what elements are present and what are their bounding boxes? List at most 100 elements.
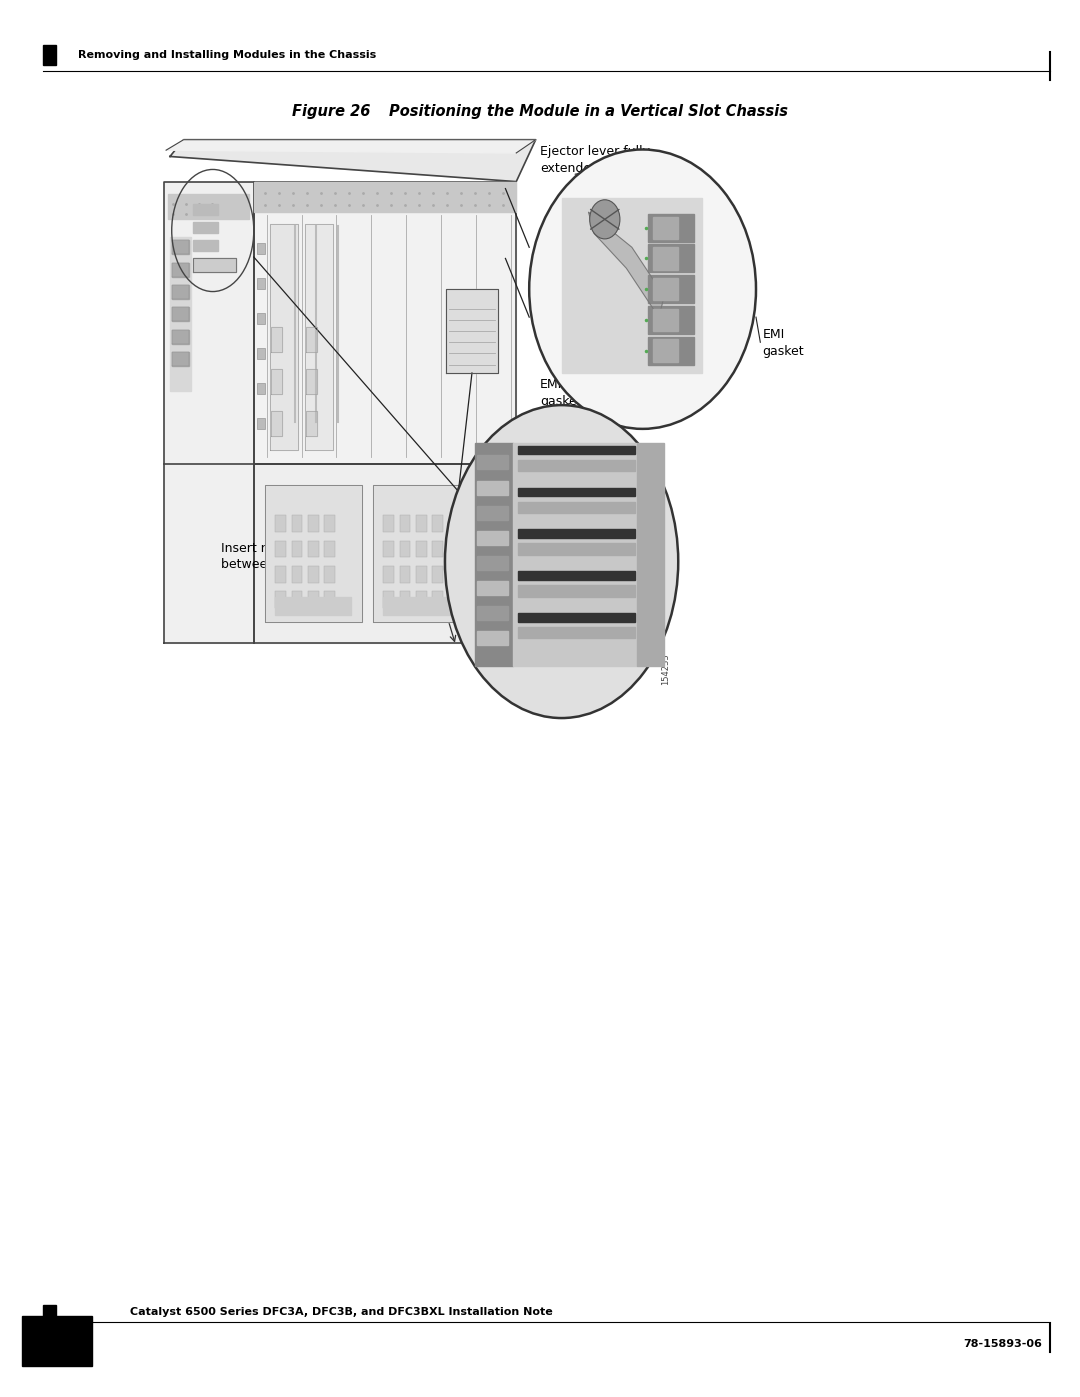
- Text: Insert module: Insert module: [221, 542, 308, 555]
- Bar: [383, 515, 394, 532]
- Polygon shape: [653, 339, 678, 362]
- Bar: [292, 515, 302, 532]
- Polygon shape: [518, 613, 635, 622]
- Polygon shape: [518, 502, 635, 513]
- Text: 38: 38: [46, 1334, 67, 1348]
- Bar: [432, 541, 443, 557]
- Polygon shape: [446, 289, 498, 373]
- Polygon shape: [306, 411, 316, 436]
- Bar: [400, 566, 410, 583]
- Bar: [275, 541, 286, 557]
- Polygon shape: [271, 369, 282, 394]
- Bar: [22, 1316, 92, 1366]
- Polygon shape: [648, 244, 694, 272]
- Polygon shape: [477, 631, 508, 645]
- Polygon shape: [518, 571, 635, 580]
- Text: extended: extended: [540, 162, 599, 175]
- Polygon shape: [306, 369, 316, 394]
- Polygon shape: [477, 455, 508, 469]
- Polygon shape: [271, 411, 282, 436]
- Polygon shape: [170, 140, 536, 182]
- Bar: [292, 541, 302, 557]
- Polygon shape: [172, 285, 189, 299]
- Bar: [308, 515, 319, 532]
- Text: Figure 26: Figure 26: [292, 105, 370, 119]
- Text: 154233: 154233: [661, 652, 670, 685]
- Bar: [400, 515, 410, 532]
- Polygon shape: [275, 597, 351, 615]
- Bar: [324, 515, 335, 532]
- Polygon shape: [518, 529, 635, 538]
- Polygon shape: [166, 140, 536, 154]
- Bar: [324, 591, 335, 608]
- Polygon shape: [653, 217, 678, 239]
- Polygon shape: [193, 204, 218, 215]
- Bar: [416, 591, 427, 608]
- Ellipse shape: [445, 405, 678, 718]
- Bar: [324, 566, 335, 583]
- Text: EMI: EMI: [762, 328, 785, 341]
- Polygon shape: [477, 606, 508, 620]
- Polygon shape: [254, 464, 516, 643]
- Bar: [432, 591, 443, 608]
- Polygon shape: [271, 327, 282, 352]
- Bar: [257, 348, 265, 359]
- Polygon shape: [477, 531, 508, 545]
- Polygon shape: [270, 224, 298, 450]
- Polygon shape: [475, 443, 513, 666]
- Polygon shape: [172, 263, 189, 277]
- Bar: [292, 591, 302, 608]
- Polygon shape: [648, 306, 694, 334]
- Polygon shape: [172, 352, 189, 366]
- Bar: [257, 383, 265, 394]
- Bar: [432, 515, 443, 532]
- Bar: [324, 541, 335, 557]
- Polygon shape: [170, 237, 191, 391]
- Polygon shape: [653, 247, 678, 270]
- Polygon shape: [305, 224, 334, 450]
- Bar: [432, 566, 443, 583]
- Bar: [292, 566, 302, 583]
- Bar: [383, 591, 394, 608]
- Polygon shape: [648, 275, 694, 303]
- Bar: [383, 541, 394, 557]
- Polygon shape: [518, 446, 635, 454]
- Polygon shape: [648, 214, 694, 242]
- Bar: [416, 566, 427, 583]
- Polygon shape: [373, 485, 470, 622]
- Bar: [257, 243, 265, 254]
- Polygon shape: [172, 240, 189, 254]
- Polygon shape: [477, 481, 508, 495]
- Bar: [308, 591, 319, 608]
- Polygon shape: [518, 543, 635, 555]
- Bar: [257, 418, 265, 429]
- Ellipse shape: [590, 200, 620, 239]
- Text: 78-15893-06: 78-15893-06: [963, 1338, 1042, 1350]
- Polygon shape: [518, 627, 635, 638]
- Polygon shape: [265, 485, 362, 622]
- Polygon shape: [589, 212, 664, 317]
- Polygon shape: [477, 581, 508, 595]
- Bar: [43, 1305, 56, 1319]
- Polygon shape: [168, 194, 249, 219]
- Bar: [275, 591, 286, 608]
- Bar: [416, 515, 427, 532]
- Polygon shape: [648, 337, 694, 365]
- Text: Positioning the Module in a Vertical Slot Chassis: Positioning the Module in a Vertical Slo…: [389, 105, 787, 119]
- Text: Removing and Installing Modules in the Chassis: Removing and Installing Modules in the C…: [78, 50, 376, 60]
- Polygon shape: [518, 460, 635, 471]
- Bar: [275, 515, 286, 532]
- Bar: [308, 566, 319, 583]
- Bar: [275, 566, 286, 583]
- Polygon shape: [477, 506, 508, 520]
- Polygon shape: [562, 198, 702, 373]
- Bar: [257, 313, 265, 324]
- Text: Catalyst 6500 Series DFC3A, DFC3B, and DFC3BXL Installation Note: Catalyst 6500 Series DFC3A, DFC3B, and D…: [130, 1308, 552, 1317]
- Text: gasket: gasket: [762, 345, 805, 358]
- Bar: [308, 541, 319, 557]
- Bar: [43, 45, 56, 64]
- Bar: [257, 278, 265, 289]
- Polygon shape: [193, 240, 218, 251]
- Polygon shape: [172, 307, 189, 321]
- Polygon shape: [383, 597, 459, 615]
